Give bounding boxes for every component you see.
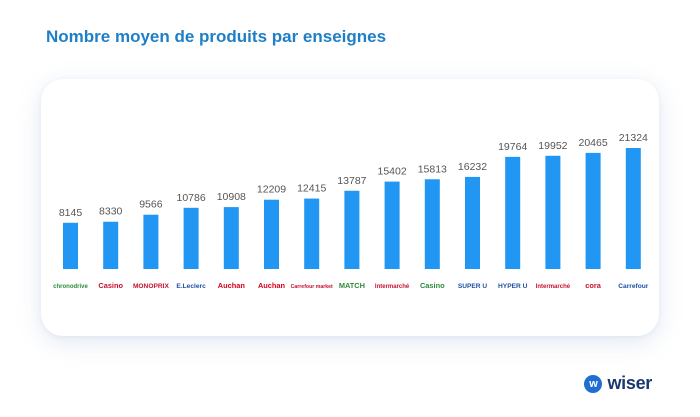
category-logo-hyper-u: HYPER U bbox=[498, 283, 528, 290]
wiser-brand: w wiser bbox=[584, 373, 652, 394]
wiser-logo-icon: w bbox=[584, 374, 603, 393]
bar-intermarch-super-8 bbox=[384, 181, 400, 269]
bar-monoprix-2 bbox=[143, 214, 159, 269]
bar-chronodrive-0 bbox=[63, 222, 78, 269]
brand-name: wiser bbox=[607, 373, 652, 393]
bar-value-label: 16232 bbox=[458, 161, 487, 173]
category-logo-monoprix: MONOPRIX bbox=[133, 283, 170, 290]
bar-carrefour-market-6 bbox=[304, 198, 320, 269]
bar-value-label: 15813 bbox=[418, 163, 447, 175]
bar-value-label: 12415 bbox=[297, 183, 326, 195]
bar-value-label: 12209 bbox=[257, 184, 286, 196]
category-logo-auchan: Auchan bbox=[218, 281, 246, 290]
bar-casino-9 bbox=[424, 179, 440, 269]
category-logo-carrefour-market: Carrefour market bbox=[291, 284, 333, 290]
category-logo-intermarch: Intermarché bbox=[536, 284, 571, 290]
category-logo-chronodrive: chronodrive bbox=[53, 284, 88, 290]
bar-super-u-10 bbox=[465, 176, 480, 269]
category-logo-cora: cora bbox=[585, 281, 602, 290]
bar-value-label: 21324 bbox=[619, 132, 648, 144]
bar-value-label: 13787 bbox=[337, 175, 366, 187]
bar-chart: 8145 chronodrive 8330 Casino 9566 MONOPRIX 107… bbox=[53, 132, 649, 290]
category-logo-intermarch: Intermarché bbox=[375, 284, 410, 290]
bar-value-label: 15402 bbox=[377, 166, 406, 178]
bar-value-label: 10786 bbox=[176, 192, 205, 204]
bar-value-label: 8145 bbox=[59, 207, 83, 219]
bar-intermarch-hyper-12 bbox=[545, 155, 561, 269]
bar-e-leclerc-3 bbox=[183, 207, 199, 269]
category-logo-super-u: SUPER U bbox=[458, 283, 488, 290]
chart-card: 8145 chronodrive 8330 Casino 9566 MONOPRIX 107… bbox=[41, 79, 659, 336]
bar-value-label: 9566 bbox=[139, 199, 163, 211]
category-logo-auchan: Auchan bbox=[258, 281, 286, 290]
bar-casino-1 bbox=[103, 221, 119, 269]
bar-auchan-4 bbox=[223, 207, 239, 269]
category-logo-casino: Casino bbox=[420, 281, 445, 290]
category-logo-match: MATCH bbox=[339, 281, 365, 290]
bar-value-label: 10908 bbox=[217, 191, 246, 203]
bar-match-7 bbox=[344, 190, 360, 269]
bar-value-label: 19952 bbox=[538, 140, 567, 152]
category-logo-e-leclerc: E.Leclerc bbox=[176, 283, 206, 290]
bar-value-label: 19764 bbox=[498, 141, 527, 153]
bar-carrefour-14 bbox=[625, 148, 641, 269]
bar-cora-13 bbox=[585, 152, 601, 269]
bar-auchan-5 bbox=[264, 199, 279, 269]
category-logo-carrefour: Carrefour bbox=[618, 283, 648, 290]
bar-hyper-u-11 bbox=[505, 156, 521, 269]
bar-value-label: 8330 bbox=[99, 206, 123, 218]
bar-value-label: 20465 bbox=[578, 137, 607, 149]
category-logo-casino: Casino bbox=[98, 281, 123, 290]
page-title: Nombre moyen de produits par enseignes bbox=[46, 27, 387, 46]
